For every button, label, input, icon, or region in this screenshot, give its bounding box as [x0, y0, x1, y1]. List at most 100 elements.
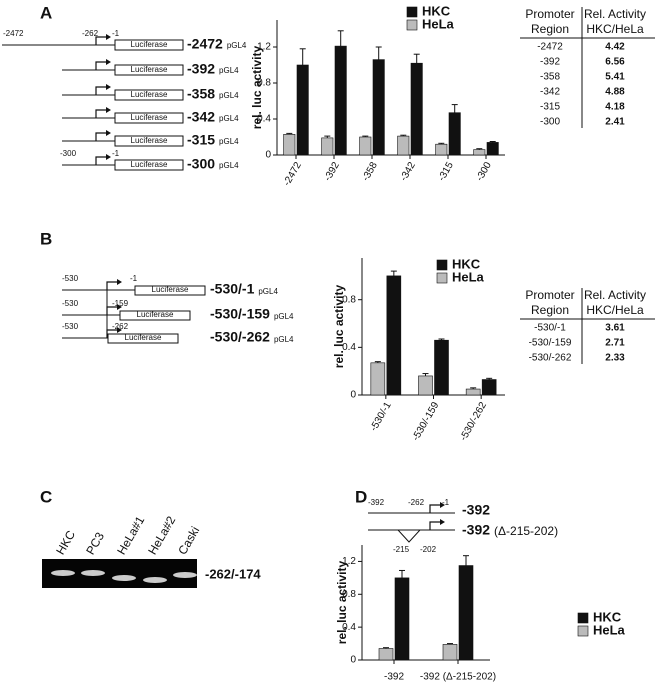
bar: [397, 135, 410, 156]
site-label: -202: [420, 545, 437, 554]
luciferase-box: [114, 112, 184, 124]
legend-swatch: [577, 612, 589, 624]
table-cell: 6.56: [605, 57, 625, 68]
table-cell: -530/-1: [534, 323, 566, 334]
site-label: -2472: [3, 29, 24, 38]
bar: [442, 644, 458, 661]
table-cell: -300: [540, 117, 560, 128]
site-label: -530: [62, 274, 79, 283]
vector-label: pGL4: [274, 312, 294, 321]
bar: [394, 577, 410, 661]
site-label: -1: [112, 29, 120, 38]
y-axis-label: rel. luc activity: [335, 560, 349, 644]
y-tick-label: 0: [265, 150, 271, 161]
table-cell: 4.88: [605, 87, 625, 98]
gel-band: [143, 577, 167, 583]
site-label: -392: [368, 498, 385, 507]
y-tick-label: 0.8: [257, 78, 271, 89]
site-label: -262: [408, 498, 425, 507]
table-cell: 5.41: [605, 72, 625, 83]
legend-label: HKC: [452, 256, 481, 271]
y-tick-label: 0.8: [342, 294, 356, 305]
panel-label: A: [40, 3, 52, 22]
site-label: -215: [393, 545, 410, 554]
legend-label: HeLa: [452, 269, 485, 284]
table-header: Promoter: [525, 7, 574, 21]
y-tick-label: 0.4: [257, 114, 271, 125]
box-label: Luciferase: [131, 40, 168, 49]
x-tick-label: -315: [436, 160, 456, 183]
x-tick-label: -300: [474, 160, 494, 183]
arrow-head: [106, 130, 111, 136]
construct-name: -2472: [187, 36, 223, 52]
arrow-head: [106, 59, 111, 65]
table-cell: -2472: [537, 42, 563, 53]
bar: [334, 45, 347, 156]
box-label: Luciferase: [131, 113, 168, 122]
bar: [372, 59, 385, 156]
vector-label: pGL4: [274, 335, 294, 344]
y-tick-label: 0.4: [342, 622, 356, 633]
y-tick-label: 1.2: [342, 556, 356, 567]
gel-band: [51, 570, 75, 576]
y-tick-label: 0.8: [342, 589, 356, 600]
table-header: HKC/HeLa: [586, 22, 644, 36]
table-cell: 2.71: [605, 338, 625, 349]
y-tick-label: 0.4: [342, 342, 356, 353]
vector-label: pGL4: [219, 137, 239, 146]
lane-label: HKC: [53, 528, 78, 557]
x-tick-label: -530/-1: [368, 400, 394, 433]
table-cell: 3.61: [605, 323, 625, 334]
construct-name: -392: [187, 61, 215, 77]
luciferase-box: [114, 135, 184, 147]
panel-label: B: [40, 229, 52, 248]
gel-band: [173, 572, 197, 578]
luciferase-box: [114, 39, 184, 51]
bar: [410, 62, 423, 156]
table-header: Rel. Activity: [584, 7, 646, 21]
promoter-arrow: [429, 504, 440, 513]
arrow-head: [106, 154, 111, 160]
x-tick-label: -392: [384, 672, 404, 683]
box-label: Luciferase: [131, 90, 168, 99]
luciferase-box: [114, 64, 184, 76]
panel-label: C: [40, 487, 52, 506]
bar: [386, 275, 402, 396]
construct-name: -530/-1: [210, 281, 255, 297]
table-header: HKC/HeLa: [586, 303, 644, 317]
bar: [458, 565, 474, 661]
luciferase-box: [107, 333, 179, 344]
site-label: -159: [112, 299, 129, 308]
legend-label: HKC: [422, 3, 451, 18]
bar: [418, 375, 433, 396]
promoter-arrow: [106, 306, 117, 315]
legend-swatch: [436, 259, 448, 271]
promoter-arrow: [429, 521, 440, 530]
vector-label: pGL4: [219, 161, 239, 170]
band-label: -262/-174: [205, 566, 261, 581]
box-label: Luciferase: [125, 333, 162, 342]
promoter-arrow: [95, 36, 106, 45]
bar: [465, 388, 481, 396]
site-label: -1: [442, 498, 450, 507]
x-tick-label: -530/-159: [410, 400, 441, 443]
deletion-label: (Δ-215-202): [494, 524, 558, 538]
x-tick-label: -530/-262: [458, 400, 489, 443]
lane-label: HeLa#1: [114, 513, 147, 557]
site-label: -530: [62, 299, 79, 308]
y-axis-label: rel. luc activity: [332, 284, 346, 368]
luciferase-box: [114, 159, 184, 171]
vector-label: pGL4: [219, 66, 239, 75]
vector-label: pGL4: [258, 287, 278, 296]
promoter-arrow: [95, 109, 106, 118]
gel-band: [81, 570, 105, 576]
table-header: Rel. Activity: [584, 288, 646, 302]
box-label: Luciferase: [152, 285, 189, 294]
bar: [359, 136, 372, 156]
y-tick-label: 0: [350, 655, 356, 666]
bar: [283, 134, 296, 156]
promoter-arrow: [95, 61, 106, 70]
luciferase-box: [134, 285, 206, 296]
x-tick-label: -392: [322, 160, 342, 183]
